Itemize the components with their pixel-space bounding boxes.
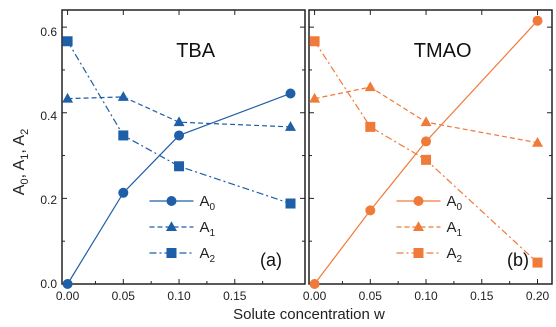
data-point-triangle (309, 92, 321, 103)
data-point-square (413, 248, 424, 258)
legend-label-subscript: 0 (456, 202, 462, 213)
plot-frame (308, 9, 553, 285)
x-axis-label: Solute concentration w (233, 306, 385, 323)
x-tick-label: 0.10 (167, 289, 191, 303)
data-point-circle (285, 88, 296, 99)
legend-label-subscript: 1 (209, 228, 215, 239)
data-point-square (62, 36, 73, 47)
data-point-circle (309, 279, 320, 289)
data-point-square (365, 121, 376, 132)
data-point-circle (166, 196, 177, 206)
data-point-circle (365, 205, 376, 216)
data-point-square (532, 257, 543, 268)
x-tick-label: 0.00 (56, 289, 80, 303)
data-point-triangle (412, 221, 424, 231)
plot-frame (61, 9, 306, 285)
x-tick-label: 0.15 (470, 289, 494, 303)
data-point-circle (421, 136, 432, 147)
data-point-triangle (285, 121, 297, 131)
y-tick-label: 0.4 (40, 109, 57, 123)
series-line-circle (67, 92, 291, 285)
y-axis-label: A0, A1, A2 (11, 129, 31, 195)
data-point-square (421, 154, 432, 165)
panel-label: (a) (260, 250, 282, 270)
legend-label: A0 (446, 193, 462, 213)
x-tick-label: 0.05 (359, 289, 383, 303)
series-line-triangle (314, 86, 538, 144)
data-point-circle (532, 15, 543, 26)
legend-label-subscript: 1 (456, 228, 462, 239)
legend-label: A1 (199, 219, 215, 239)
y-tick-label: 0.6 (40, 25, 57, 39)
data-point-triangle (165, 221, 177, 231)
data-point-square (174, 161, 185, 172)
legend-label: A2 (199, 245, 215, 265)
data-point-square (118, 130, 129, 141)
x-tick-label: 0.05 (112, 289, 136, 303)
series-line-square (67, 40, 291, 205)
panel-tmao: 0.00 0.05 0.10 0.15 0.20 TMAO (b) A0 A1 A2 (303, 9, 553, 303)
data-point-square (309, 36, 320, 47)
data-point-triangle (364, 81, 376, 92)
chart-title: TBA (176, 40, 216, 62)
data-point-circle (118, 187, 129, 198)
x-tick-label: 0.20 (526, 289, 550, 303)
data-point-triangle (420, 116, 432, 127)
legend-label-subscript: 2 (209, 254, 215, 265)
data-point-triangle (117, 91, 129, 101)
legend-label-subscript: 2 (456, 254, 462, 265)
data-point-square (166, 248, 177, 258)
data-point-triangle (62, 92, 74, 103)
legend-label: A1 (446, 219, 462, 239)
data-point-circle (62, 279, 73, 289)
panel-tba: 0.00 0.05 0.10 0.15 TBA (a) A0 A1 A2 (56, 9, 306, 303)
series-line-circle (314, 20, 538, 285)
data-point-triangle (532, 136, 544, 147)
y-tick-label: 0.0 (40, 277, 57, 291)
data-point-circle (174, 130, 185, 141)
data-point-square (285, 198, 296, 209)
chart-title: TMAO (414, 40, 472, 62)
x-tick-label: 0.10 (414, 289, 438, 303)
x-tick-label: 0.15 (223, 289, 247, 303)
y-tick-labels: 0.0 0.2 0.4 0.6 (40, 25, 57, 291)
legend-label-subscript: 0 (209, 202, 215, 213)
data-point-circle (413, 196, 424, 206)
panel-label: (b) (507, 250, 529, 270)
series-line-square (314, 40, 538, 264)
legend-label: A0 (199, 193, 215, 213)
legend-label: A2 (446, 245, 462, 265)
y-tick-label: 0.2 (40, 193, 57, 207)
series-line-triangle (67, 96, 291, 128)
data-point-triangle (173, 116, 185, 127)
x-tick-label: 0.00 (303, 289, 327, 303)
